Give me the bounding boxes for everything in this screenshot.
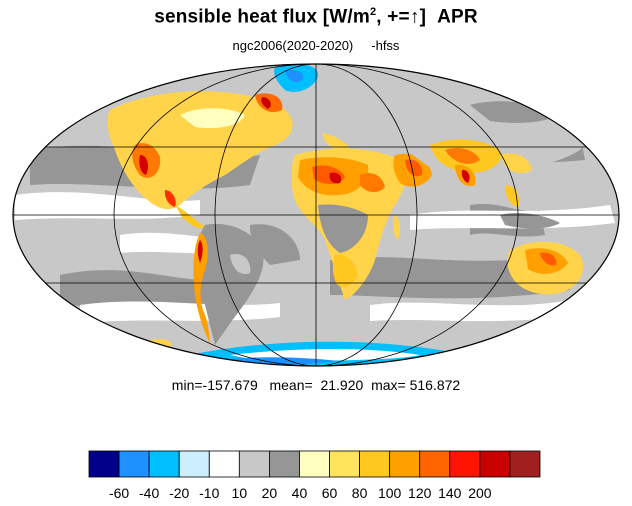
colorbar-tick-label: 40 <box>292 485 308 501</box>
colorbar-tick-label: 20 <box>262 485 278 501</box>
land-north-america <box>107 91 293 210</box>
colorbar-tick-label: -60 <box>109 485 129 501</box>
colorbar-tick-label: 100 <box>378 485 402 501</box>
world-map <box>12 63 620 367</box>
map-statistics: min=-157.679 mean= 21.920 max= 516.872 <box>0 377 632 393</box>
map-subtitle: ngc2006(2020-2020) -hfss <box>0 38 632 53</box>
colorbar-tick-label: 60 <box>322 485 338 501</box>
colorbar-box <box>268 450 300 478</box>
colorbar-box <box>329 450 360 478</box>
stat-max-label: max= <box>371 377 406 393</box>
colorbar-box <box>178 450 210 478</box>
colorbar: -60 -40 -20 -10 10 20 40 60 80 100 120 140 200 <box>88 450 541 501</box>
colorbar-box <box>359 450 391 478</box>
colorbar-box <box>148 450 180 478</box>
title-units-sign: , += <box>376 6 410 28</box>
stat-max-value: 516.872 <box>409 377 461 393</box>
colorbar-tick-label: -20 <box>169 485 189 501</box>
colorbar-labels: -60 -40 -20 -10 10 20 40 60 80 100 120 140 200 <box>109 485 492 501</box>
title-text: sensible heat flux [W/m <box>154 6 370 28</box>
land-indonesia <box>500 212 560 229</box>
subtitle-model: ngc2006(2020-2020) <box>232 38 354 53</box>
title-superscript: 2 <box>369 6 377 18</box>
colorbar-box <box>118 450 150 478</box>
subtitle-variable: -hfss <box>371 38 400 53</box>
land-central-america <box>175 205 205 229</box>
colorbar-box <box>389 450 421 478</box>
colorbar-box <box>208 450 240 478</box>
stat-min-label: min= <box>171 377 203 393</box>
up-arrow-icon: ↑ <box>409 6 420 28</box>
stat-mean-label: mean= <box>269 377 313 393</box>
title-bracket: ] <box>419 6 427 28</box>
map-title: sensible heat flux [W/m2, +=↑] APR <box>0 6 632 28</box>
colorbar-tick-label: -10 <box>199 485 219 501</box>
land-south-america <box>196 223 264 345</box>
colorbar-box <box>88 450 120 478</box>
map-outline <box>12 63 620 367</box>
colorbar-box <box>238 450 270 478</box>
title-month: APR <box>437 6 478 28</box>
colorbar-tick-label: 120 <box>408 485 432 501</box>
colorbar-tick-label: 200 <box>468 485 492 501</box>
colorbar-tick-label: 80 <box>352 485 368 501</box>
stat-min-value: -157.679 <box>202 377 258 393</box>
colorbar-tick-label: -40 <box>139 485 159 501</box>
colorbar-box <box>299 450 330 478</box>
land-europe <box>317 104 396 143</box>
colorbar-tick-label: 10 <box>232 485 248 501</box>
stat-mean-value: 21.920 <box>320 377 364 393</box>
colorbar-box <box>479 450 511 478</box>
colorbar-box <box>419 450 451 478</box>
graticule <box>13 64 619 366</box>
colorbar-boxes <box>88 450 541 478</box>
colorbar-box <box>449 450 481 478</box>
colorbar-box <box>509 450 541 478</box>
colorbar-tick-label: 140 <box>438 485 462 501</box>
